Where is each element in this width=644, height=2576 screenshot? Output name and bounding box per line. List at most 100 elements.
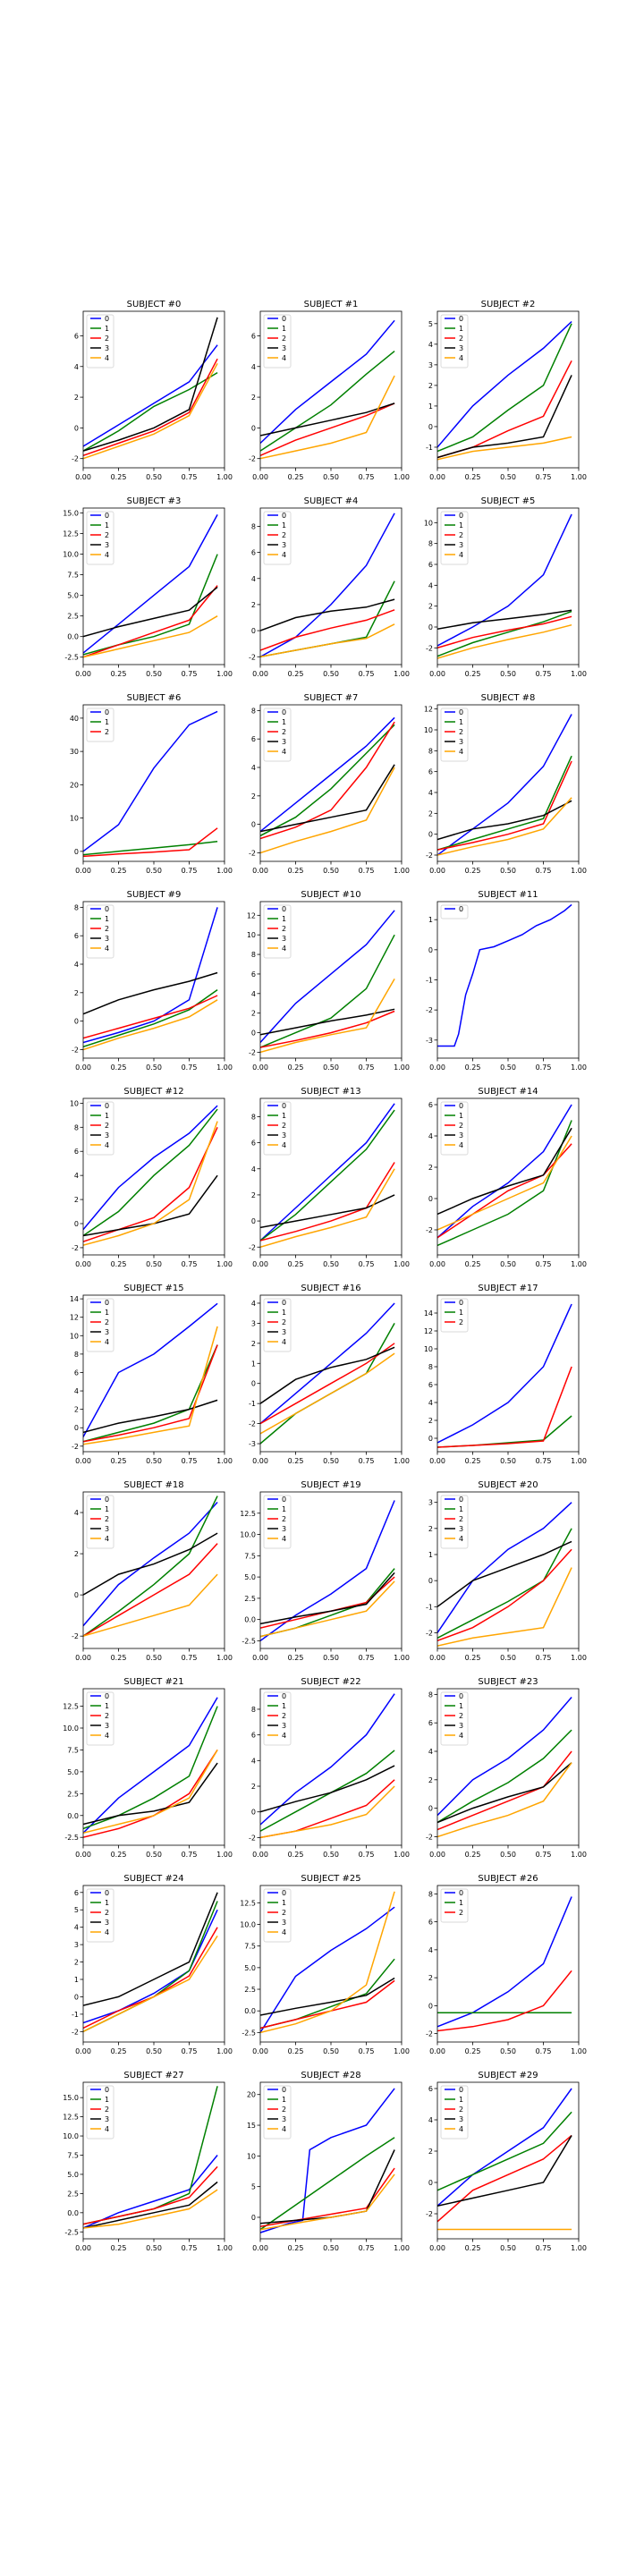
series-line-2 bbox=[437, 615, 572, 649]
subplot-17: SUBJECT #170.00 0.25 0.50 0.75 1.00024681012… bbox=[424, 1284, 587, 1465]
y-tick-label: 10.0 bbox=[63, 2132, 79, 2140]
legend-label: 0 bbox=[459, 1692, 463, 1700]
legend-label: 4 bbox=[105, 1928, 109, 1936]
panel-title: SUBJECT #8 bbox=[481, 693, 536, 703]
y-tick-label: 10.0 bbox=[240, 1531, 256, 1539]
series-line-0 bbox=[437, 1502, 572, 1633]
y-tick-label: 2.5 bbox=[244, 1595, 256, 1603]
series-line-2 bbox=[83, 995, 218, 1039]
plot-frame bbox=[82, 2081, 225, 2240]
legend-label: 1 bbox=[459, 2096, 463, 2104]
x-tick-label: 0.00 bbox=[252, 473, 268, 481]
legend-box bbox=[263, 904, 292, 959]
x-tick-label: 0.75 bbox=[182, 2047, 198, 2055]
subplot-26: SUBJECT #26 0.00 0.25 0.50 0.75 1.00 -2 0 2 4 6 8 0 1… bbox=[426, 1874, 587, 2055]
series-line-3 bbox=[83, 2181, 218, 2229]
panel-title: SUBJECT #28 bbox=[301, 2071, 360, 2080]
x-tick-label: 1.00 bbox=[571, 1457, 587, 1465]
x-tick-label: 1.00 bbox=[394, 1654, 410, 1662]
y-tick-label: 2 bbox=[251, 394, 256, 402]
series-line-3 bbox=[83, 317, 218, 452]
y-tick-label: -2 bbox=[72, 1443, 79, 1451]
y-tick-label: -2 bbox=[249, 1834, 256, 1842]
legend-label: 4 bbox=[282, 1732, 286, 1740]
y-tick-label: 5 bbox=[74, 1906, 79, 1914]
legend-label: 0 bbox=[105, 1299, 109, 1307]
y-tick-label: 4 bbox=[428, 1748, 433, 1756]
y-tick-label: 5.0 bbox=[67, 2171, 79, 2179]
x-tick-label: 0.00 bbox=[429, 670, 445, 678]
legend-label: 3 bbox=[459, 541, 463, 549]
y-tick-label: 3 bbox=[74, 1941, 79, 1949]
x-tick-label: 0.50 bbox=[500, 2047, 516, 2055]
legend-label: 3 bbox=[459, 1722, 463, 1730]
x-tick-label: 0.00 bbox=[75, 1457, 91, 1465]
legend-label: 4 bbox=[282, 1338, 286, 1346]
y-tick-label: 0 bbox=[428, 2179, 433, 2187]
legend-label: 1 bbox=[459, 1112, 463, 1120]
legend-label: 2 bbox=[282, 1318, 286, 1326]
y-tick-label: 8 bbox=[251, 951, 256, 959]
legend-label: 4 bbox=[105, 1732, 109, 1740]
y-tick-label: 20 bbox=[247, 2091, 256, 2099]
x-tick-label: 1.00 bbox=[216, 670, 233, 678]
y-tick-label: -2 bbox=[72, 2028, 79, 2036]
x-tick-label: 0.75 bbox=[536, 2244, 552, 2252]
x-tick-label: 1.00 bbox=[216, 867, 233, 875]
legend-label: 4 bbox=[105, 354, 109, 362]
series-line-3 bbox=[260, 764, 395, 833]
x-tick-label: 0.75 bbox=[359, 1654, 375, 1662]
legend-label: 3 bbox=[105, 1919, 109, 1927]
x-tick-label: 0.75 bbox=[536, 1260, 552, 1268]
x-tick-label: 0.75 bbox=[359, 1851, 375, 1859]
x-tick-label: 0.00 bbox=[252, 867, 268, 875]
legend-label: 2 bbox=[459, 1122, 463, 1130]
series-line-1 bbox=[437, 2111, 572, 2191]
series-line-2 bbox=[260, 721, 395, 840]
y-tick-label: 0.0 bbox=[67, 1812, 79, 1820]
x-tick-label: 0.75 bbox=[536, 867, 552, 875]
legend-box bbox=[440, 1298, 469, 1333]
x-tick-label: 0.75 bbox=[359, 1457, 375, 1465]
x-tick-label: 0.00 bbox=[75, 1654, 91, 1662]
series-line-3 bbox=[260, 1194, 395, 1229]
y-tick-label: 8 bbox=[428, 540, 433, 548]
legend-label: 2 bbox=[459, 1515, 463, 1523]
x-tick-label: 0.50 bbox=[500, 867, 516, 875]
series-line-2 bbox=[260, 1343, 395, 1425]
y-tick-label: 6 bbox=[74, 1889, 79, 1897]
legend-label: 1 bbox=[282, 1899, 286, 1907]
y-tick-label: 7.5 bbox=[67, 572, 79, 580]
x-tick-label: 0.00 bbox=[75, 2244, 91, 2252]
x-tick-label: 0.25 bbox=[465, 1654, 481, 1662]
y-tick-label: 10.0 bbox=[240, 1921, 256, 1929]
series-line-2 bbox=[260, 1779, 395, 1839]
legend-label: 1 bbox=[105, 325, 109, 333]
x-tick-label: 0.50 bbox=[323, 473, 339, 481]
y-tick-label: 0 bbox=[251, 424, 256, 432]
series-line-3 bbox=[83, 1532, 218, 1596]
legend-label: 4 bbox=[105, 1338, 109, 1346]
plot-frame bbox=[82, 1688, 225, 1846]
x-tick-label: 0.25 bbox=[465, 2244, 481, 2252]
panel-title: SUBJECT #24 bbox=[123, 1874, 183, 1884]
series-line-3 bbox=[437, 800, 572, 841]
legend-box bbox=[86, 2085, 114, 2140]
legend-label: 3 bbox=[282, 1525, 286, 1533]
series-line-1 bbox=[83, 1344, 218, 1443]
y-tick-label: -2.5 bbox=[64, 2228, 79, 2236]
legend-box bbox=[86, 1101, 114, 1156]
legend-label: 2 bbox=[105, 1318, 109, 1326]
plot-frame bbox=[436, 1294, 580, 1453]
series-line-2 bbox=[437, 2134, 572, 2223]
x-tick-label: 0.75 bbox=[359, 670, 375, 678]
y-tick-label: -2 bbox=[72, 1046, 79, 1054]
x-tick-label: 0.50 bbox=[500, 1654, 516, 1662]
x-tick-label: 0.25 bbox=[111, 1457, 127, 1465]
y-tick-label: 6 bbox=[251, 332, 256, 340]
legend-label: 4 bbox=[105, 551, 109, 559]
y-tick-label: -2.5 bbox=[242, 2029, 256, 2037]
